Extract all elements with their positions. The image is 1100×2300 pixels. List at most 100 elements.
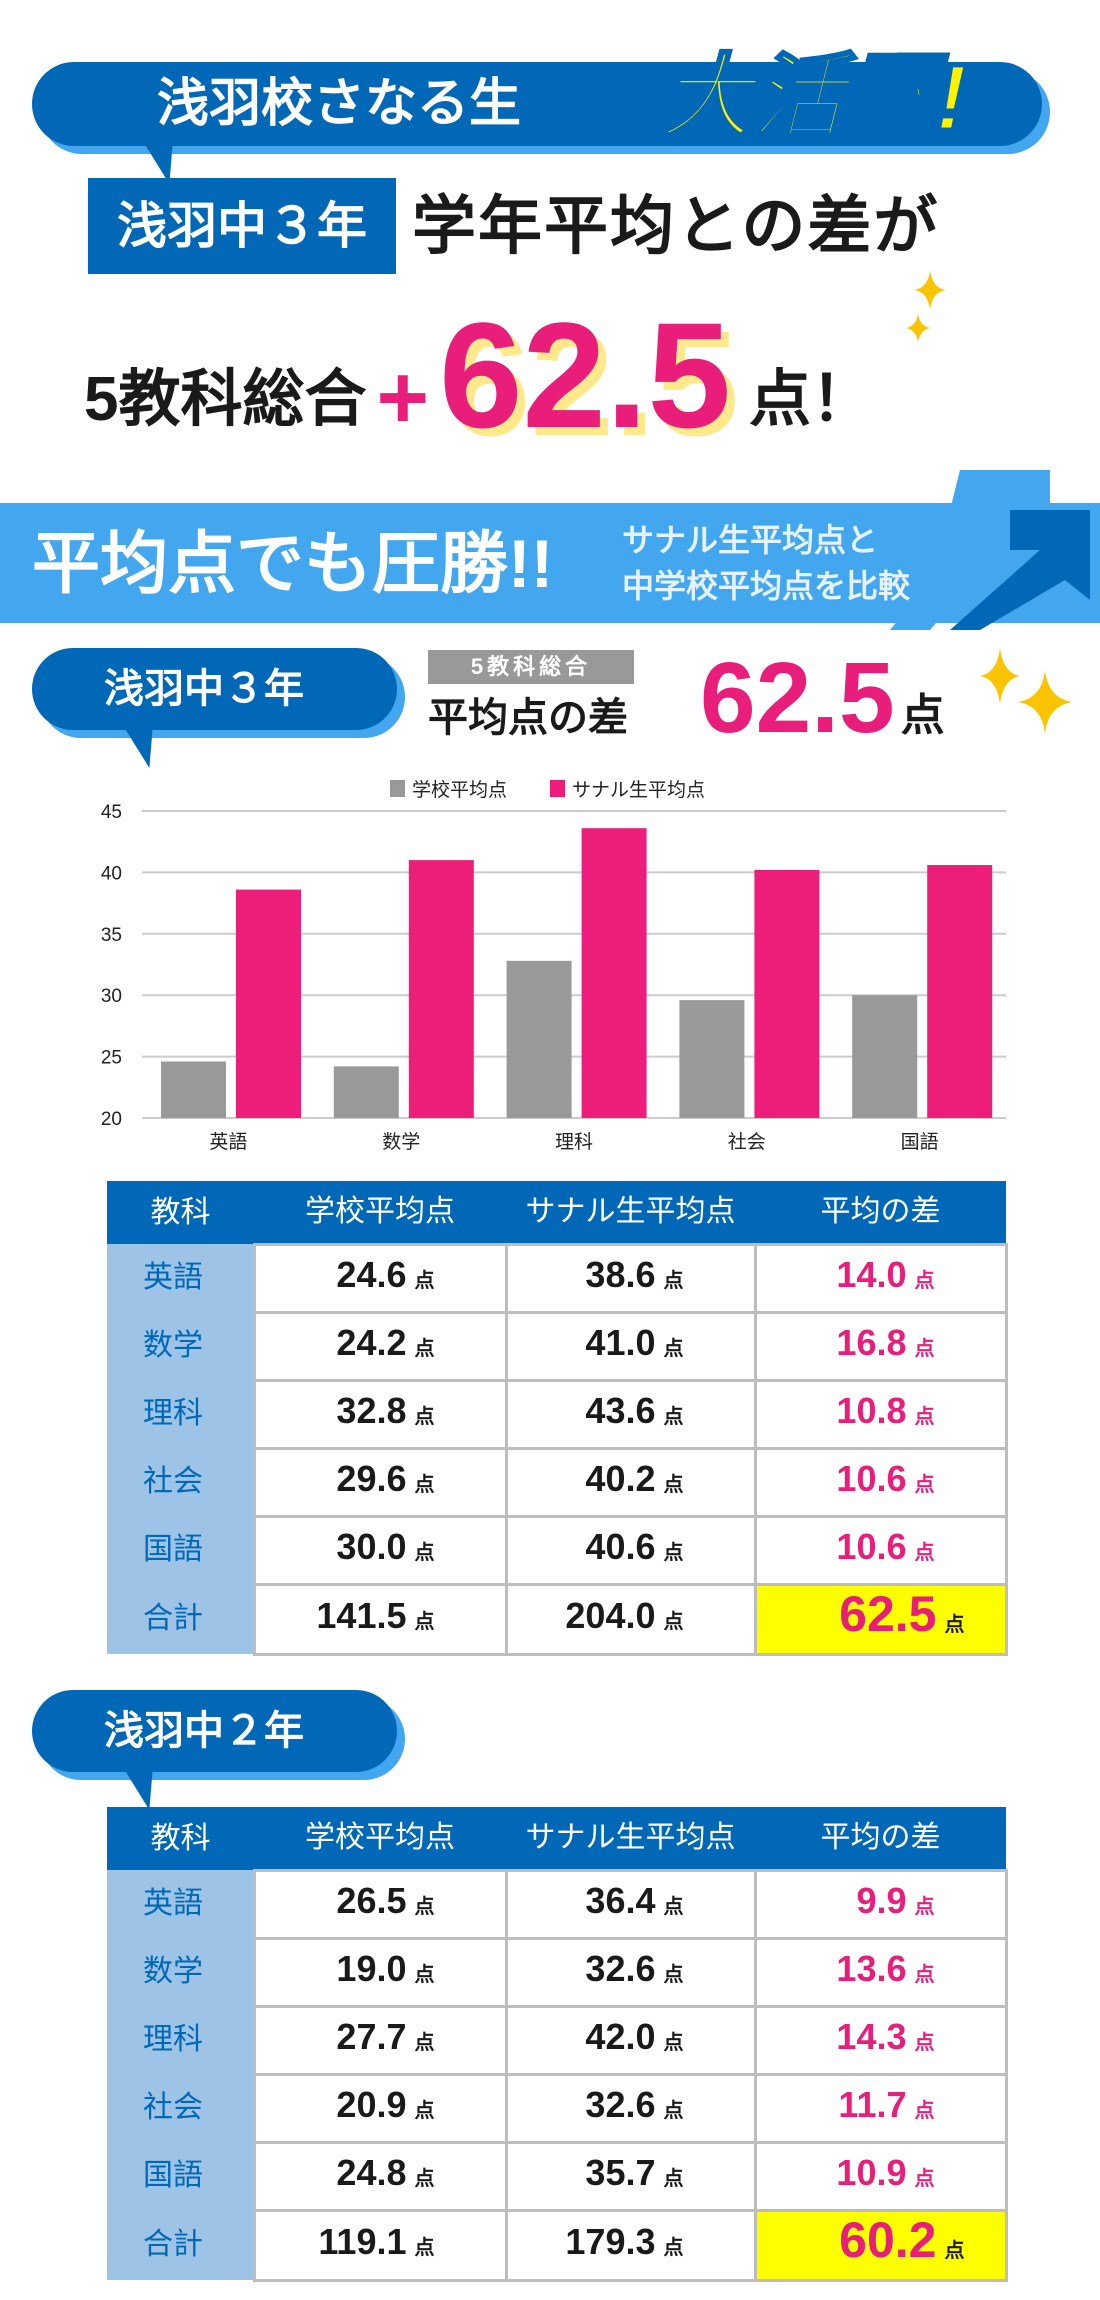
score-value: 10.6 (836, 1526, 907, 1567)
diff-cell: 10.8 点 (753, 1378, 1008, 1450)
bar-school (333, 1066, 399, 1118)
sanaru-avg-cell: 40.6 点 (504, 1514, 757, 1586)
bar-school (679, 1000, 745, 1118)
sanaru-avg-cell: 32.6 点 (504, 2072, 757, 2144)
bar-sanaru (236, 889, 301, 1118)
unit-label: 点 (663, 1474, 684, 1496)
unit-label: 点 (663, 2168, 684, 2190)
score-value: 19.0 (336, 1948, 407, 1989)
section-2-label-text: 浅羽中２年 (104, 1709, 304, 1753)
subject-cell: 数学 (107, 1938, 254, 2006)
sanaru-avg-cell: 40.2 点 (504, 1446, 757, 1518)
unit-label: 点 (663, 1270, 684, 1292)
score-value: 24.8 (336, 2152, 407, 2193)
score-value: 20.9 (336, 2084, 407, 2125)
unit-label: 点 (663, 2032, 684, 2054)
school-avg-cell: 29.6 点 (252, 1446, 508, 1518)
unit-label: 点 (914, 1964, 935, 1986)
score-value: 40.6 (585, 1526, 656, 1567)
table-row: 数学 19.0 点 32.6 点 13.6 点 (107, 1936, 1008, 2008)
score-value: 10.9 (836, 2152, 907, 2193)
hero-unit: 点！ (749, 365, 874, 434)
unit-label: 点 (663, 1338, 684, 1360)
column-header: 学校平均点 (254, 1807, 506, 1870)
score-value: 119.1 (318, 2221, 407, 2262)
unit-label: 点 (914, 1338, 935, 1360)
legend-label: サナル生平均点 (572, 779, 705, 801)
y-tick-label: 45 (101, 802, 122, 823)
hero-line2: 5教科総合 + 62.5 点！ (84, 290, 873, 450)
unit-label: 点 (414, 1338, 435, 1360)
unit-label: 点 (414, 1406, 435, 1428)
bar-school (852, 995, 918, 1118)
school-avg-cell: 141.5 点 (252, 1582, 508, 1656)
subject-cell: 理科 (107, 1380, 254, 1448)
score-value: 35.7 (585, 2152, 656, 2193)
bar-sanaru (927, 865, 993, 1118)
section-3-score: 62.5 点 (700, 642, 945, 750)
score-value: 11.7 (838, 2084, 907, 2125)
unit-label: 点 (414, 1542, 435, 1564)
subject-cell: 数学 (107, 1312, 254, 1380)
section-3-label: 浅羽中３年 (32, 648, 397, 730)
school-avg-cell: 32.8 点 (252, 1378, 508, 1450)
legend-label: 学校平均点 (412, 779, 507, 801)
school-avg-cell: 26.5 点 (252, 1868, 508, 1940)
subject-cell: 国語 (107, 2142, 254, 2210)
score-value: 10.8 (836, 1390, 907, 1431)
score-value: 16.8 (836, 1322, 907, 1363)
score-value: 32.6 (585, 2084, 656, 2125)
score-value: 40.2 (585, 1458, 656, 1499)
legend-swatch (390, 780, 405, 797)
subject-cell: 社会 (107, 1448, 254, 1516)
sanaru-avg-cell: 43.6 点 (504, 1378, 757, 1450)
grade-3-table: 教科 学校平均点 サナル生平均点 平均の差 英語 24.6 点 38.6 点 14.0 点数学 24.… (107, 1181, 1008, 1656)
hero-line1: 学年平均との差が (412, 190, 940, 262)
score-value: 26.5 (336, 1880, 407, 1921)
score-value: 24.2 (336, 1322, 407, 1363)
unit-label: 点 (414, 1474, 435, 1496)
school-avg-cell: 24.6 点 (252, 1242, 508, 1314)
score-value: 204.0 (565, 1595, 656, 1636)
diff-cell: 14.0 点 (753, 1242, 1008, 1314)
diff-cell: 10.6 点 (753, 1514, 1008, 1586)
score-value: 32.8 (336, 1390, 407, 1431)
subject-cell: 合計 (107, 2210, 254, 2280)
score-value: 41.0 (585, 1322, 656, 1363)
score-value: 14.3 (836, 2016, 907, 2057)
subject-cell: 英語 (107, 1870, 254, 1938)
unit-label: 点 (914, 2100, 935, 2122)
hero-bubble: 浅羽校さなる生 (32, 62, 1042, 146)
unit-label: 点 (414, 1896, 435, 1918)
unit-label: 点 (914, 2032, 935, 2054)
bar-school (161, 1061, 226, 1118)
diff-label: 平均点の差 (428, 696, 628, 740)
table-row: 理科 27.7 点 42.0 点 14.3 点 (107, 2004, 1008, 2076)
unit-label: 点 (914, 1896, 935, 1918)
unit-label: 点 (914, 1474, 935, 1496)
school-avg-cell: 119.1 点 (252, 2208, 508, 2282)
score-value: 24.6 (336, 1254, 407, 1295)
school-avg-cell: 27.7 点 (252, 2004, 508, 2076)
table-row: 英語 26.5 点 36.4 点 9.9 点 (107, 1868, 1008, 1940)
subject-cell: 合計 (107, 1584, 254, 1654)
x-tick-label: 英語 (209, 1131, 247, 1153)
unit-label: 点 (914, 2168, 935, 2190)
score-value: 36.4 (585, 1880, 656, 1921)
table-header: 教科 学校平均点 サナル生平均点 平均の差 (107, 1807, 1006, 1870)
unit-label: 点 (414, 2168, 435, 2190)
diff-cell: 14.3 点 (753, 2004, 1008, 2076)
band-title: 平均点でも圧勝!! (32, 526, 554, 602)
table-row: 数学 24.2 点 41.0 点 16.8 点 (107, 1310, 1008, 1382)
section-2-label: 浅羽中２年 (32, 1690, 397, 1772)
unit-label: 点 (914, 1270, 935, 1292)
section-3-label-text: 浅羽中３年 (104, 667, 304, 711)
grade-badge: 浅羽中３年 (88, 178, 396, 274)
arrow-up-right-icon (890, 470, 1090, 630)
unit-label: 点 (914, 1406, 935, 1428)
diff-cell: 10.6 点 (753, 1446, 1008, 1518)
diff-cell: 10.9 点 (753, 2140, 1008, 2212)
column-header: 教科 (107, 1807, 254, 1870)
column-header: 平均の差 (755, 1181, 1006, 1244)
hero-score: 62.5 (439, 291, 731, 459)
